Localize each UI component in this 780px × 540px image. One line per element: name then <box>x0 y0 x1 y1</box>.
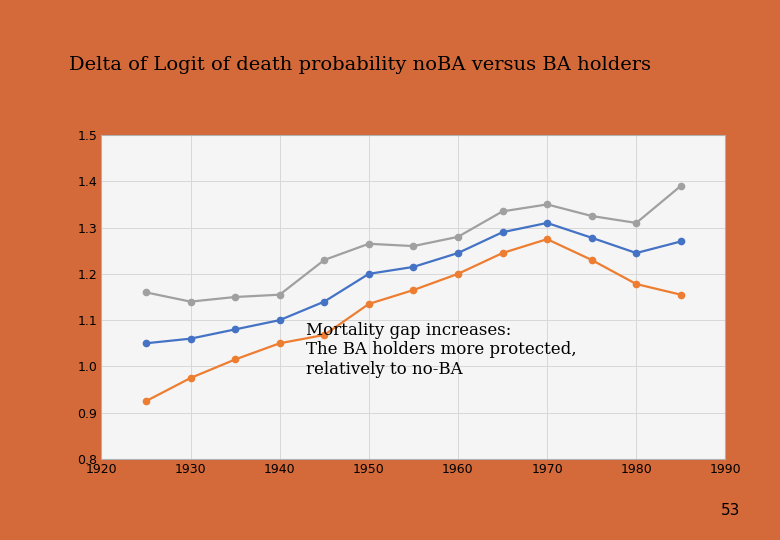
Text: 53: 53 <box>721 503 740 518</box>
Text: Delta of Logit of death probability noBA versus BA holders: Delta of Logit of death probability noBA… <box>69 56 651 74</box>
Text: Mortality gap increases:
The BA holders more protected,
relatively to no-BA: Mortality gap increases: The BA holders … <box>307 322 577 378</box>
